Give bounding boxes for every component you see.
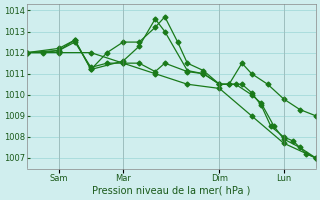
X-axis label: Pression niveau de la mer( hPa ): Pression niveau de la mer( hPa ) [92, 186, 251, 196]
